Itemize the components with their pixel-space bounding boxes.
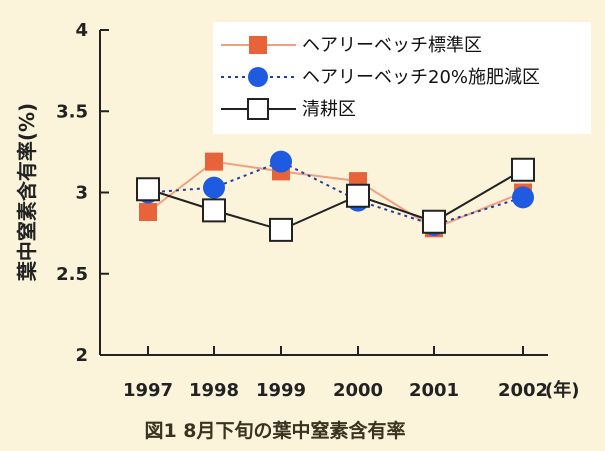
x-tick-label: 1998: [189, 380, 239, 401]
x-unit-suffix: (年): [545, 379, 579, 401]
data-point-s2-1: [202, 198, 226, 223]
data-point-s2-0: [136, 177, 160, 202]
legend-marker-2: [247, 98, 269, 120]
x-tick-label: 2002: [498, 380, 548, 401]
data-point-s2-4: [422, 209, 446, 234]
y-ticks: 2 2.5 3 3.5 4: [56, 20, 109, 366]
series-layer: [136, 150, 535, 242]
x-tick-label: 2001: [409, 380, 459, 401]
x-tick-label: 1997: [123, 380, 173, 401]
y-tick-label: 2: [75, 345, 88, 366]
y-tick-label: 3: [75, 183, 88, 204]
y-tick-label: 4: [75, 20, 88, 41]
data-point-s0-0: [139, 203, 157, 221]
legend-marker-0: [249, 36, 267, 54]
y-axis-label: 葉中窒素含有率(%): [15, 103, 39, 282]
legend-label-2: 清耕区: [302, 99, 356, 120]
x-ticks: 1997 1998 1999 2000 2001 2002(年): [123, 346, 579, 401]
series-line-0: [147, 160, 524, 230]
y-tick-label: 2.5: [56, 264, 88, 285]
legend-label-0: ヘアリーベッチ標準区: [302, 35, 482, 56]
data-point-s1-2: [270, 150, 292, 173]
legend-marker-1: [248, 67, 268, 87]
chart-caption: 図1 8月下旬の葉中窒素含有率: [144, 419, 405, 442]
y-tick-label: 3.5: [56, 101, 88, 122]
data-point-s2-5: [511, 157, 535, 182]
data-point-s2-3: [346, 183, 370, 208]
x-tick-label: 2000: [333, 380, 383, 401]
x-tick-label: 1999: [256, 380, 306, 401]
data-point-s1-5: [512, 186, 534, 209]
data-point-s0-1: [205, 152, 223, 171]
legend-label-1: ヘアリーベッチ20%施肥減区: [302, 67, 540, 88]
data-point-s1-1: [203, 176, 225, 199]
legend-box: [213, 22, 591, 134]
data-point-s2-2: [269, 217, 293, 242]
